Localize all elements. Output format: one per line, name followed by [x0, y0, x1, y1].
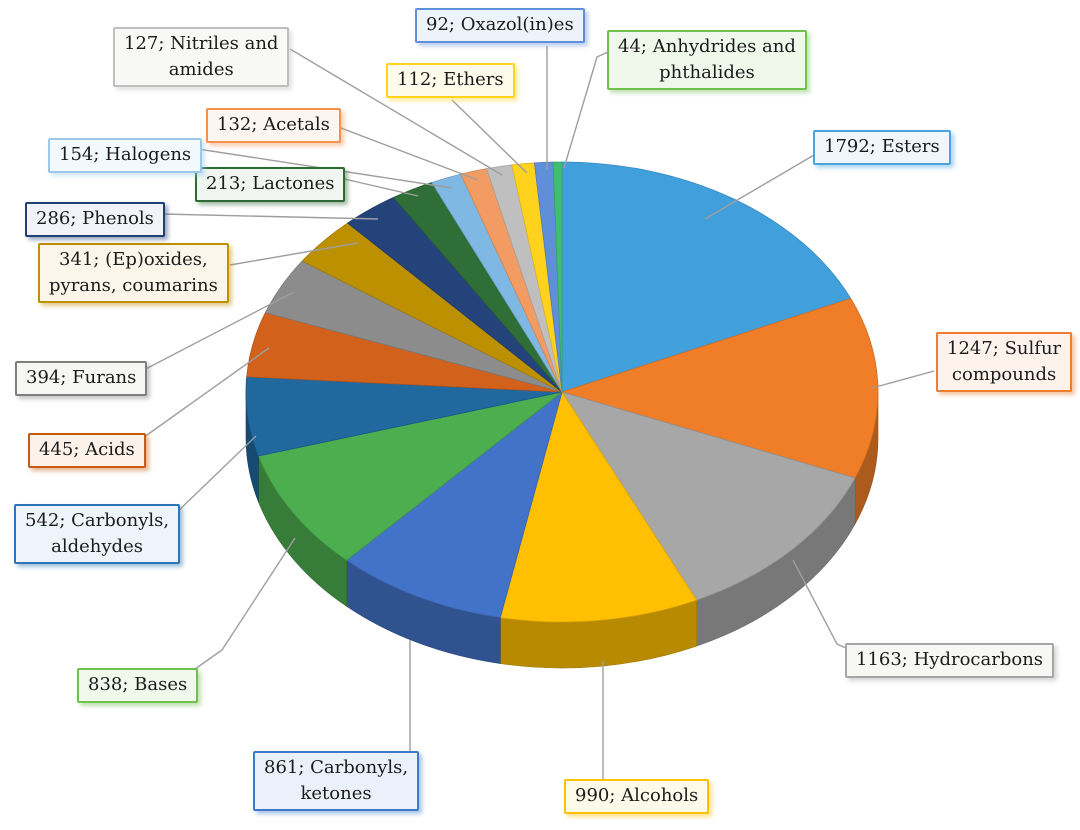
- leader-line-hydrocarbons: [792, 559, 847, 649]
- pie-slice-bases: [258, 391, 563, 561]
- callout-text-line: 990; Alcohols: [575, 785, 699, 806]
- callout-text-line: phthalides: [659, 61, 755, 83]
- leader-lines: [132, 46, 935, 779]
- leader-line-lactones: [339, 177, 419, 197]
- callout-carbonyls-ketones: 861; Carbonyls, ketones: [253, 751, 420, 812]
- callout-text-line: 542; Carbonyls,: [25, 510, 170, 531]
- callout-text-line: pyrans, coumarins: [49, 274, 218, 296]
- callout-anhydrides-and-phthalides: 44; Anhydrides and phthalides: [607, 30, 807, 91]
- callout-nitriles-and-amides: 127; Nitriles and amides: [113, 27, 290, 88]
- callout-text-line: compounds: [951, 363, 1057, 385]
- callout-lactones: 213; Lactones: [195, 167, 346, 202]
- callout-sulfur-compounds: 1247; Sulfur compounds: [936, 332, 1073, 393]
- callout-ethers: 112; Ethers: [386, 63, 515, 98]
- callout-alcohols: 990; Alcohols: [564, 779, 710, 814]
- leader-line-ethers: [451, 99, 528, 174]
- leader-line-carbonyls-aldehydes: [175, 435, 257, 514]
- callout-text-line: 286; Phenols: [36, 208, 154, 229]
- callout-bases: 838; Bases: [77, 668, 199, 703]
- leader-line-bases: [187, 537, 296, 675]
- leader-line-ep-oxides-pyrans-coumarins: [229, 242, 359, 266]
- pie-slice-esters: [561, 161, 852, 393]
- pie-slice-hydrocarbons: [561, 391, 856, 601]
- callout-halogens: 154; Halogens: [48, 138, 203, 173]
- callout-ep-oxides-pyrans-coumarins: 341; (Ep)oxides, pyrans, coumarins: [38, 243, 229, 304]
- callout-text-line: 445; Acids: [39, 439, 135, 460]
- callout-text-line: 154; Halogens: [59, 144, 192, 165]
- callout-text-line: aldehydes: [51, 535, 143, 557]
- callout-text-line: amides: [168, 58, 234, 80]
- pie-slice-anhydrides-and-phthalides: [552, 161, 563, 393]
- callout-esters: 1792; Esters: [813, 130, 951, 165]
- callout-text-line: 213; Lactones: [206, 173, 335, 194]
- callout-text-line: 92; Oxazol(in)es: [426, 14, 574, 35]
- callout-text-line: 838; Bases: [88, 674, 188, 695]
- callout-text-line: 861; Carbonyls,: [264, 757, 409, 778]
- callout-text-line: 1792; Esters: [824, 136, 940, 157]
- leader-line-anhydrides-and-phthalides: [563, 51, 609, 169]
- callout-text-line: 132; Acetals: [217, 114, 330, 135]
- pie-slice-alcohols: [499, 391, 698, 623]
- callout-text-line: 1247; Sulfur: [947, 338, 1062, 359]
- pie-side-rims: [245, 391, 879, 669]
- callout-text-line: 127; Nitriles and: [124, 33, 279, 54]
- callout-text-line: 1163; Hydrocarbons: [856, 649, 1044, 670]
- leader-line-acetals: [332, 124, 479, 181]
- leader-line-esters: [704, 154, 815, 220]
- pie-top-faces: [245, 161, 879, 623]
- callout-text-line: 44; Anhydrides and: [618, 36, 796, 57]
- callout-phenols: 286; Phenols: [25, 202, 165, 237]
- callout-hydrocarbons: 1163; Hydrocarbons: [845, 643, 1055, 678]
- leader-line-phenols: [161, 213, 379, 220]
- callout-text-line: ketones: [300, 782, 372, 804]
- pie-slice-carbonyls-ketones: [346, 391, 563, 618]
- leader-line-sulfur-compounds: [871, 370, 935, 389]
- callout-acids: 445; Acids: [28, 433, 146, 468]
- pie-slice-sulfur-compounds: [561, 298, 879, 479]
- callout-text-line: 112; Ethers: [397, 69, 504, 90]
- callout-text-line: 341; (Ep)oxides,: [59, 249, 208, 270]
- callout-furans: 394; Furans: [15, 361, 148, 396]
- callout-carbonyls-aldehydes: 542; Carbonyls, aldehydes: [14, 504, 181, 565]
- leader-line-acids: [132, 347, 270, 446]
- callout-oxazol-in-es: 92; Oxazol(in)es: [415, 8, 585, 43]
- leader-line-furans: [135, 291, 295, 375]
- leader-line-nitriles-and-amides: [289, 48, 503, 176]
- callout-acetals: 132; Acetals: [206, 108, 341, 143]
- callout-text-line: 394; Furans: [26, 367, 137, 388]
